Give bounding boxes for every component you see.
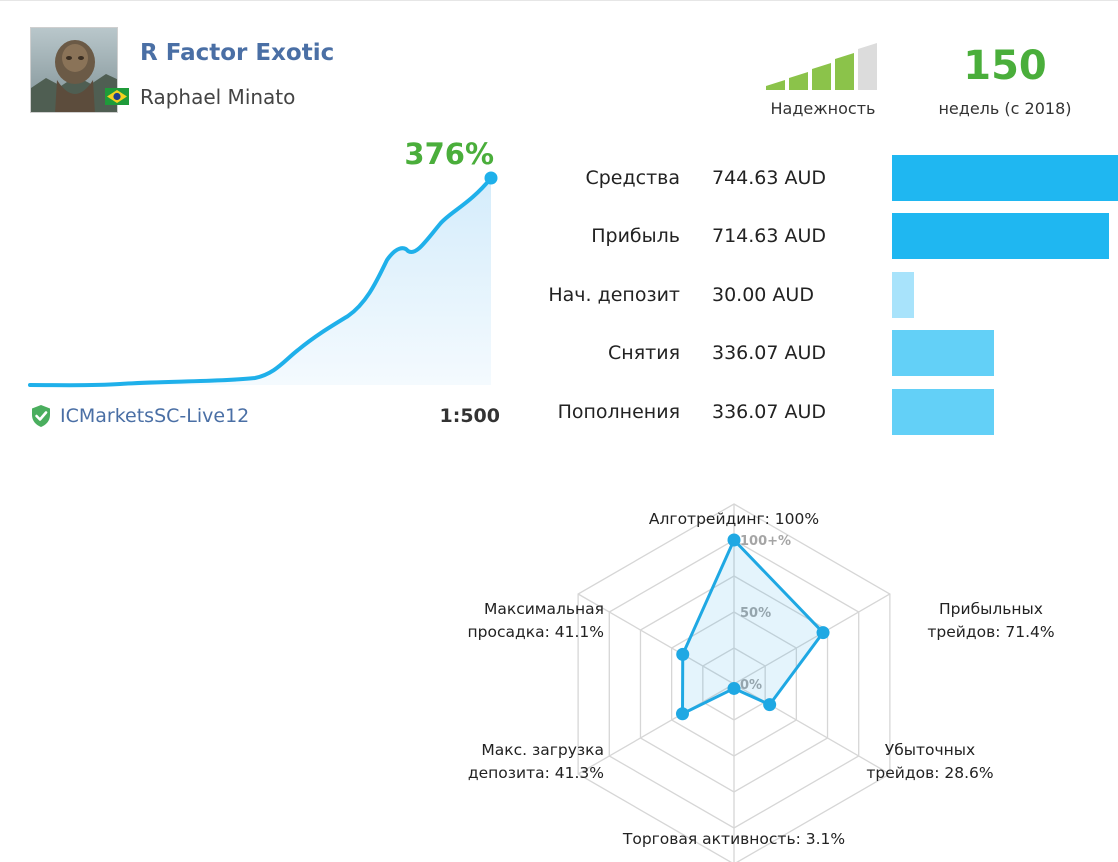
broker-info[interactable]: ICMarketsSC-Live12 [30,404,249,428]
reliability-bar-3 [812,63,831,90]
radar-spoke [733,593,891,685]
radar-data-point[interactable] [727,681,741,695]
reliability-bar-5 [858,43,877,90]
stat-row-profit: Прибыль 714.63 AUD [520,212,1118,260]
stat-bar [892,155,1118,201]
radar-data-point[interactable] [816,626,830,640]
stat-bar [892,330,994,376]
stat-row-equity: Средства 744.63 AUD [520,154,1118,202]
radar-axis-label: Алготрейдинг: 100% [649,510,819,528]
reliability-bar-4 [835,53,854,90]
radar-spoke [577,683,735,775]
growth-percent: 376% [404,137,494,171]
reliability-label: Надежность [770,99,876,118]
stat-label: Снятия [608,342,680,364]
radar-axis-label: Прибыльных [939,600,1043,618]
radar-data-polygon [680,538,825,716]
radar-tick-label: 50% [740,606,771,621]
radar-spoke [577,593,735,685]
stat-value: 336.07 AUD [712,401,827,423]
reliability-bar-1 [766,80,785,90]
radar-axis-label: трейдов: 28.6% [866,764,993,782]
radar-axis-label: просадка: 41.1% [468,623,604,641]
stat-label: Средства [585,167,680,189]
signal-name-link[interactable]: R Factor Exotic [140,40,335,66]
radar-axis-label: депозита: 41.3% [468,764,604,782]
stat-bar [892,272,914,318]
reliability-meter [766,43,877,90]
growth-chart[interactable] [28,160,510,392]
weeks-label: недель (с 2018) [938,99,1072,118]
stat-bar [892,213,1109,259]
radar-axis-label: Убыточных [885,741,975,759]
stat-row-withdrawals: Снятия 336.07 AUD [520,329,1118,377]
weeks-count: 150 [963,43,1047,89]
stat-value: 336.07 AUD [712,342,827,364]
stat-value: 714.63 AUD [712,225,827,247]
reliability-bar-2 [789,72,808,90]
stat-label: Пополнения [557,401,680,423]
stat-label: Прибыль [591,225,680,247]
radar-data-point[interactable] [676,647,690,661]
radar-tick-label: 100+% [740,534,791,549]
stat-row-initial-deposit: Нач. депозит 30.00 AUD [520,271,1118,319]
brazil-flag-icon [105,88,129,105]
radar-axis-label: Торговая активность: 3.1% [622,830,845,848]
broker-server-name[interactable]: ICMarketsSC-Live12 [60,405,250,427]
growth-end-point [484,171,498,185]
stat-value: 744.63 AUD [712,167,827,189]
radar-axis-label: трейдов: 71.4% [927,623,1054,641]
growth-area [30,178,491,386]
author-name[interactable]: Raphael Minato [140,85,296,109]
radar-tick-label: 0% [740,678,762,693]
radar-axis-label: Макс. загрузка [481,741,604,759]
stat-bar [892,389,994,435]
radar-chart: 100+% 50% 0% Алготрейдинг: 100% Прибыльных тр… [468,503,1055,862]
stat-label: Нач. депозит [548,284,680,306]
top-divider [0,0,1118,1]
radar-data-point[interactable] [763,698,777,712]
stat-row-deposits: Пополнения 336.07 AUD [520,388,1118,436]
growth-line [28,176,493,388]
radar-axis-label: Максимальная [484,600,604,618]
radar-data-point[interactable] [675,707,689,721]
verified-shield-icon [32,405,50,427]
leverage-value: 1:500 [439,405,500,427]
author-avatar[interactable] [30,27,118,113]
stat-value: 30.00 AUD [712,284,814,306]
radar-data-point[interactable] [727,533,741,547]
